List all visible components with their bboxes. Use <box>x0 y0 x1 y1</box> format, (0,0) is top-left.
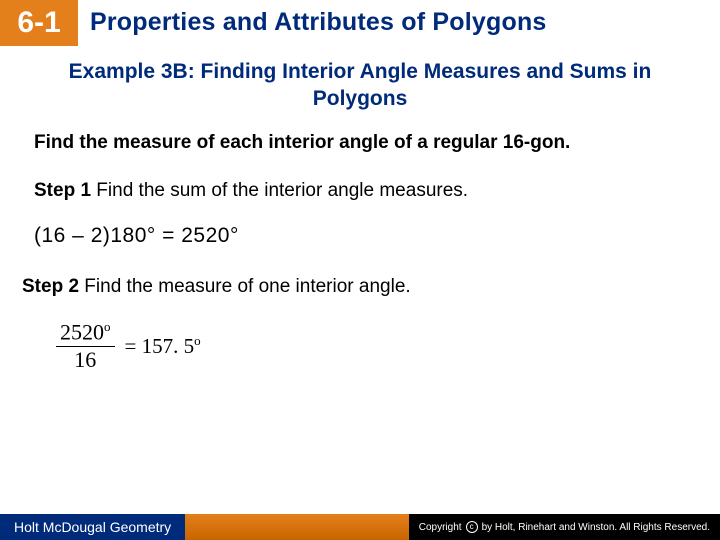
step-2-line: Step 2 Find the measure of one interior … <box>22 276 686 298</box>
copyright-label: Copyright <box>419 522 462 533</box>
step-2-text: Find the measure of one interior angle. <box>79 276 411 297</box>
slide-content: Example 3B: Finding Interior Angle Measu… <box>0 46 720 381</box>
step-1-line: Step 1 Find the sum of the interior angl… <box>34 180 686 202</box>
step-1-formula: (16 – 2)180° = 2520° <box>34 224 686 248</box>
footer-copyright: Copyright c by Holt, Rinehart and Winsto… <box>409 514 720 540</box>
footer: Holt McDougal Geometry Copyright c by Ho… <box>0 514 720 540</box>
step-1-text: Find the sum of the interior angle measu… <box>91 180 468 201</box>
header-bar: 6-1 Properties and Attributes of Polygon… <box>0 0 720 46</box>
footer-brand: Holt McDougal Geometry <box>0 514 185 540</box>
fraction: 2520o 16 <box>56 320 115 370</box>
fraction-numerator: 2520o <box>56 320 115 346</box>
copyright-text: by Holt, Rinehart and Winston. All Right… <box>482 522 710 533</box>
footer-spacer <box>185 514 409 540</box>
example-prompt: Find the measure of each interior angle … <box>34 131 686 155</box>
fraction-result: = 157. 5o <box>125 333 201 359</box>
step-2-fraction: 2520o 16 = 157. 5o <box>56 320 692 370</box>
fraction-denominator: 16 <box>74 347 96 371</box>
example-title: Example 3B: Finding Interior Angle Measu… <box>28 58 692 113</box>
step-2-label: Step 2 <box>22 276 79 297</box>
chapter-title: Properties and Attributes of Polygons <box>80 0 720 46</box>
chapter-number: 6-1 <box>0 0 80 46</box>
copyright-icon: c <box>466 521 478 533</box>
step-1-label: Step 1 <box>34 180 91 201</box>
